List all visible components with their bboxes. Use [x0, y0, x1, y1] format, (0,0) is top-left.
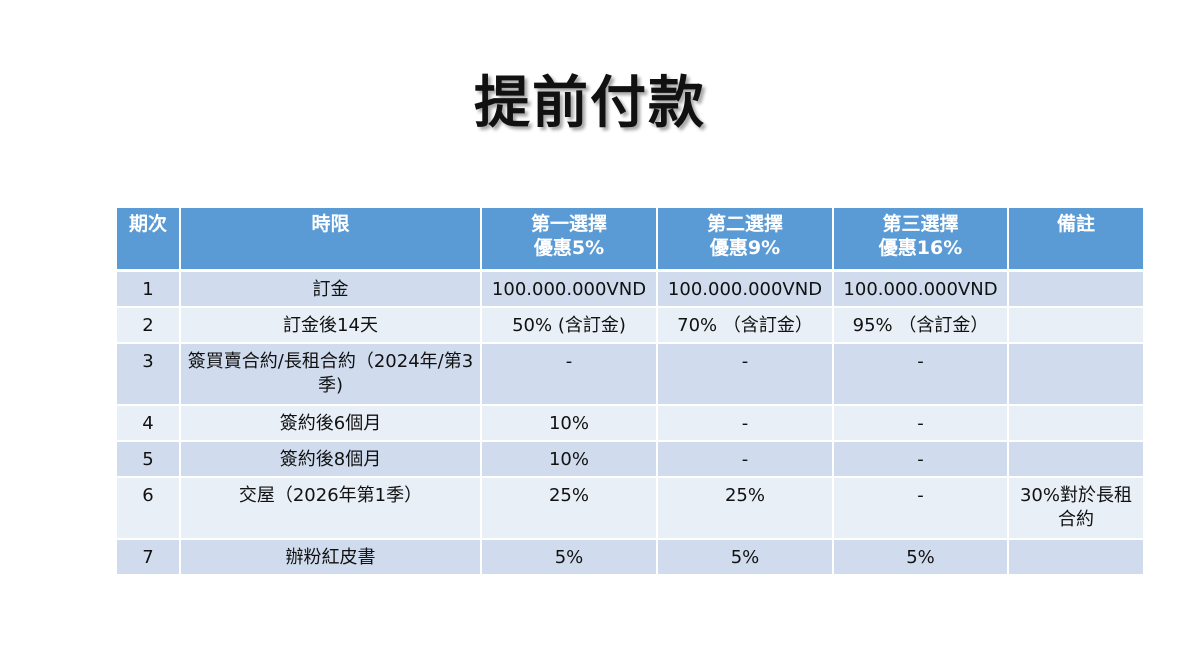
table-row: 1 訂金 100.000.000VND 100.000.000VND 100.0… [117, 270, 1143, 308]
header-remarks: 備註 [1008, 208, 1143, 272]
table-row: 3 簽買賣合約/長租合約（2024年/第3季) - - - [117, 343, 1143, 406]
payment-schedule-table: 期次 時限 第一選擇 優惠5% 第二選擇 優惠9% 第三選擇 優惠16% 備註 … [117, 208, 1143, 576]
cell-period: 1 [117, 270, 181, 308]
table-header-row: 期次 時限 第一選擇 優惠5% 第二選擇 優惠9% 第三選擇 優惠16% 備註 [117, 208, 1143, 272]
header-timeline: 時限 [180, 208, 482, 272]
cell-option-1: 10% [481, 405, 658, 442]
cell-option-2: 25% [657, 477, 834, 540]
cell-option-1: - [481, 343, 658, 406]
cell-period: 2 [117, 307, 181, 344]
cell-remarks [1008, 307, 1143, 344]
cell-remarks [1008, 441, 1143, 478]
cell-option-1: 50% (含訂金) [481, 307, 658, 344]
cell-remarks: 30%對於長租合約 [1008, 477, 1143, 540]
cell-option-3: 100.000.000VND [833, 270, 1009, 308]
cell-period: 5 [117, 441, 181, 478]
header-option-2-name: 第二選擇 [706, 213, 783, 235]
cell-remarks [1008, 405, 1143, 442]
cell-option-3: - [833, 405, 1009, 442]
cell-option-1: 10% [481, 441, 658, 478]
cell-timeline: 簽買賣合約/長租合約（2024年/第3季) [180, 343, 482, 406]
cell-option-1: 100.000.000VND [481, 270, 658, 308]
cell-option-3: 5% [833, 539, 1009, 576]
table-row: 5 簽約後8個月 10% - - [117, 441, 1143, 478]
cell-timeline: 簽約後8個月 [180, 441, 482, 478]
slide-title: 提前付款 [474, 71, 706, 136]
header-option-3: 第三選擇 優惠16% [833, 208, 1009, 272]
cell-period: 7 [117, 539, 181, 576]
cell-option-2: 100.000.000VND [657, 270, 834, 308]
cell-option-2: - [657, 343, 834, 406]
cell-option-3: - [833, 441, 1009, 478]
cell-timeline: 簽約後6個月 [180, 405, 482, 442]
cell-option-2: 70% （含訂金） [657, 307, 834, 344]
header-option-1-discount: 優惠5% [533, 237, 605, 259]
cell-option-3: 95% （含訂金） [833, 307, 1009, 344]
cell-remarks [1008, 539, 1143, 576]
cell-option-1: 5% [481, 539, 658, 576]
cell-timeline: 交屋（2026年第1季） [180, 477, 482, 540]
table-row: 7 辦粉紅皮書 5% 5% 5% [117, 539, 1143, 576]
header-option-1-name: 第一選擇 [530, 213, 607, 235]
cell-period: 4 [117, 405, 181, 442]
cell-period: 3 [117, 343, 181, 406]
table-row: 4 簽約後6個月 10% - - [117, 405, 1143, 442]
header-option-2: 第二選擇 優惠9% [657, 208, 834, 272]
header-period: 期次 [117, 208, 181, 272]
header-option-1: 第一選擇 優惠5% [481, 208, 658, 272]
cell-option-3: - [833, 477, 1009, 540]
header-option-2-discount: 優惠9% [709, 237, 781, 259]
cell-option-3: - [833, 343, 1009, 406]
header-option-3-name: 第三選擇 [882, 213, 959, 235]
table-row: 6 交屋（2026年第1季） 25% 25% - 30%對於長租合約 [117, 477, 1143, 540]
cell-timeline: 訂金 [180, 270, 482, 308]
cell-option-2: - [657, 405, 834, 442]
cell-timeline: 訂金後14天 [180, 307, 482, 344]
cell-option-1: 25% [481, 477, 658, 540]
cell-option-2: 5% [657, 539, 834, 576]
table-row: 2 訂金後14天 50% (含訂金) 70% （含訂金） 95% （含訂金） [117, 307, 1143, 344]
cell-remarks [1008, 270, 1143, 308]
cell-timeline: 辦粉紅皮書 [180, 539, 482, 576]
header-option-3-discount: 優惠16% [878, 237, 963, 259]
cell-option-2: - [657, 441, 834, 478]
cell-remarks [1008, 343, 1143, 406]
cell-period: 6 [117, 477, 181, 540]
